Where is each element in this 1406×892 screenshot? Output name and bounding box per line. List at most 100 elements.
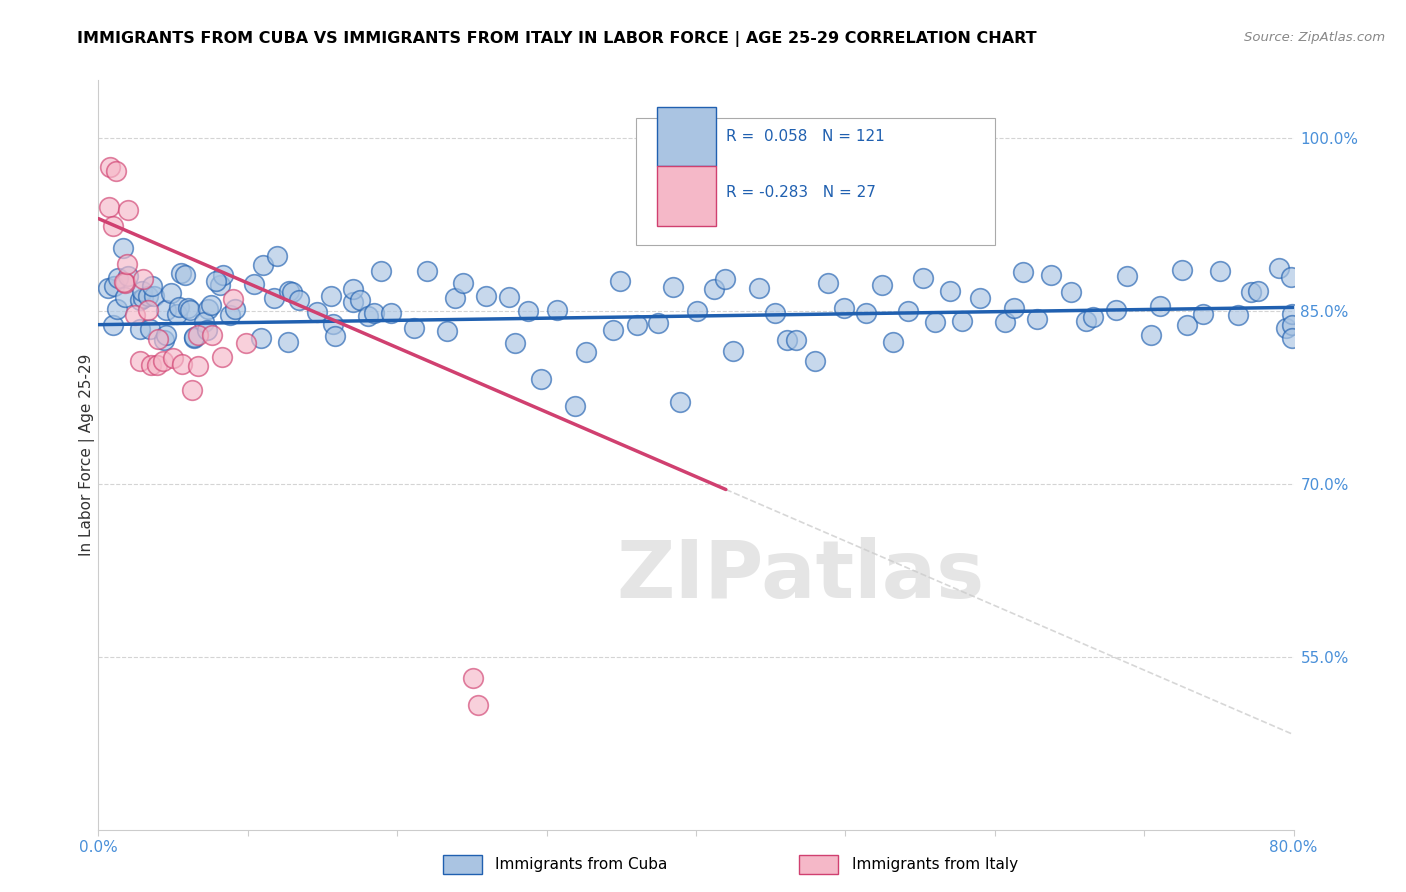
Point: [129, 321, 152, 335]
Point: [1227, 308, 1250, 322]
Point: [404, 321, 426, 335]
Point: [322, 317, 344, 331]
Point: [1281, 307, 1303, 321]
Point: [994, 315, 1017, 329]
Point: [714, 272, 737, 286]
Point: [146, 332, 169, 346]
Point: [1281, 331, 1303, 345]
Point: [803, 353, 825, 368]
Point: [763, 306, 786, 320]
Point: [1240, 285, 1263, 300]
Point: [235, 335, 257, 350]
Point: [626, 318, 648, 332]
Point: [969, 291, 991, 305]
Point: [211, 350, 233, 364]
Point: [166, 307, 188, 321]
Point: [703, 282, 725, 296]
Point: [564, 400, 586, 414]
Point: [1247, 284, 1270, 298]
Point: [1149, 299, 1171, 313]
Point: [103, 278, 125, 293]
Point: [453, 276, 475, 290]
Point: [1191, 307, 1213, 321]
Point: [1115, 268, 1137, 283]
Point: [1039, 268, 1062, 282]
Point: [349, 293, 371, 307]
Point: [114, 290, 136, 304]
Point: [243, 277, 266, 292]
Point: [363, 306, 385, 320]
Point: [1012, 265, 1035, 279]
Point: [114, 276, 136, 290]
Point: [461, 671, 484, 685]
Point: [516, 304, 538, 318]
Point: [1139, 328, 1161, 343]
Point: [575, 345, 598, 359]
Point: [277, 335, 299, 350]
Point: [896, 303, 918, 318]
Point: [200, 328, 222, 343]
Point: [609, 274, 631, 288]
Point: [212, 268, 235, 282]
Point: [180, 383, 202, 397]
FancyBboxPatch shape: [657, 106, 716, 167]
Point: [498, 290, 520, 304]
Text: IMMIGRANTS FROM CUBA VS IMMIGRANTS FROM ITALY IN LABOR FORCE | AGE 25-29 CORRELA: IMMIGRANTS FROM CUBA VS IMMIGRANTS FROM …: [77, 31, 1038, 47]
Point: [357, 309, 380, 323]
Point: [647, 316, 669, 330]
Point: [131, 284, 153, 298]
Point: [288, 293, 311, 307]
Point: [143, 289, 166, 303]
Point: [177, 301, 200, 316]
Point: [200, 297, 222, 311]
Point: [415, 263, 437, 277]
Point: [195, 323, 218, 337]
Point: [1105, 303, 1128, 318]
Point: [1002, 301, 1025, 316]
Point: [124, 308, 146, 322]
Point: [1268, 260, 1291, 275]
Point: [139, 358, 162, 372]
FancyBboxPatch shape: [657, 167, 716, 227]
Point: [205, 274, 228, 288]
Point: [98, 160, 121, 174]
FancyBboxPatch shape: [636, 118, 995, 245]
Point: [97, 281, 120, 295]
Text: R =  0.058   N = 121: R = 0.058 N = 121: [725, 129, 884, 144]
Point: [160, 285, 183, 300]
Point: [1074, 313, 1097, 327]
Point: [855, 306, 877, 320]
Point: [785, 333, 807, 347]
Point: [467, 698, 489, 712]
Point: [162, 351, 184, 365]
Point: [197, 301, 219, 316]
Point: [721, 344, 744, 359]
Point: [444, 292, 467, 306]
Text: ZIPatlas: ZIPatlas: [616, 537, 984, 615]
Point: [1281, 318, 1303, 332]
Point: [281, 285, 304, 299]
Point: [530, 372, 553, 386]
Point: [263, 291, 285, 305]
Point: [342, 294, 364, 309]
Point: [172, 357, 194, 371]
Point: [115, 257, 138, 271]
Point: [1175, 318, 1198, 332]
Point: [136, 303, 159, 318]
Point: [187, 327, 209, 342]
Y-axis label: In Labor Force | Age 25-29: In Labor Force | Age 25-29: [79, 354, 96, 556]
Point: [266, 249, 288, 263]
Point: [1209, 264, 1232, 278]
Point: [686, 304, 709, 318]
Point: [776, 333, 799, 347]
Point: [129, 293, 152, 308]
Point: [208, 278, 231, 293]
Point: [222, 292, 245, 306]
Point: [278, 284, 301, 298]
Point: [146, 358, 169, 372]
Point: [117, 202, 139, 217]
Point: [105, 301, 128, 316]
Point: [219, 308, 242, 322]
Point: [662, 279, 685, 293]
Text: Immigrants from Italy: Immigrants from Italy: [852, 857, 1018, 871]
